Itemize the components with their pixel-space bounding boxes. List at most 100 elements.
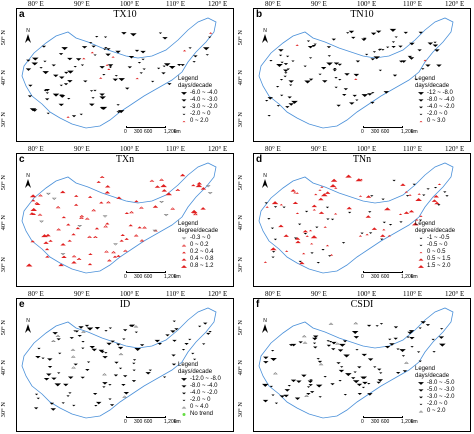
station-marker <box>329 254 334 256</box>
legend-symbol <box>181 406 187 409</box>
station-marker <box>338 79 342 81</box>
station-marker <box>303 65 307 68</box>
station-marker <box>396 348 400 351</box>
station-marker <box>172 339 177 342</box>
station-marker <box>184 342 189 345</box>
legend-symbol <box>418 410 424 413</box>
legend-label: -3.0 ~ -2.0 <box>427 394 455 400</box>
legend-item: -12 ~ -8.0 <box>415 90 455 97</box>
station-marker <box>138 206 144 209</box>
station-marker <box>368 232 373 234</box>
station-marker <box>139 72 143 74</box>
station-marker <box>321 193 328 197</box>
station-marker <box>121 384 126 387</box>
legend-symbol <box>418 265 424 268</box>
scale-label: 300 <box>134 129 143 135</box>
station-marker <box>41 234 48 238</box>
station-marker <box>112 255 118 258</box>
station-marker <box>324 191 331 194</box>
station-marker <box>31 213 37 215</box>
legend-label: -12 ~ -8.0 <box>427 90 453 96</box>
station-marker <box>113 374 119 377</box>
station-marker <box>43 241 49 244</box>
station-marker <box>81 341 85 343</box>
legend-label: 0 ~ 0.2 <box>190 242 209 248</box>
station-marker <box>392 74 398 77</box>
region-boundary <box>21 17 217 129</box>
latitude-tick-label: 30° N <box>237 112 244 128</box>
station-marker <box>301 335 307 338</box>
station-marker <box>398 213 403 216</box>
station-marker <box>382 221 386 224</box>
station-marker <box>291 100 298 104</box>
station-marker <box>102 382 108 385</box>
legend-label: -6.0 ~ -4.0 <box>190 90 218 96</box>
legend-item: 0.5 ~ 1.5 <box>415 256 455 263</box>
legend-item: -6.0 ~ -4.0 <box>178 90 218 97</box>
station-marker <box>52 332 58 335</box>
station-marker <box>141 58 145 61</box>
station-marker <box>402 370 408 373</box>
station-marker <box>57 372 61 374</box>
station-marker <box>159 178 164 181</box>
station-marker <box>294 397 301 401</box>
legend-symbol <box>182 392 186 395</box>
station-marker <box>115 50 121 54</box>
station-marker <box>304 394 309 397</box>
longitude-tick-label: 100° E <box>120 290 140 298</box>
station-marker <box>158 32 163 34</box>
legend-unit: days/decade <box>415 83 450 89</box>
station-marker <box>352 94 357 97</box>
station-marker <box>330 218 335 221</box>
legend-symbol <box>181 385 187 388</box>
station-marker <box>128 55 135 59</box>
station-marker <box>78 326 84 329</box>
station-marker <box>357 366 362 369</box>
station-marker <box>351 36 356 39</box>
station-marker <box>100 106 108 110</box>
longitude-tick-label: 120° E <box>445 145 465 153</box>
station-marker <box>269 59 273 62</box>
station-marker <box>389 343 395 346</box>
station-marker <box>86 361 91 364</box>
station-marker <box>343 354 350 358</box>
latitude-tick-label: 30° N <box>0 112 7 128</box>
station-marker <box>154 185 161 188</box>
station-marker <box>132 369 136 372</box>
station-marker <box>377 379 384 382</box>
station-marker <box>326 218 330 220</box>
longitude-tick-label: 110° E <box>166 145 186 153</box>
map-panel-d: 80° E 90° E 100° E 110° E 120° E 50° N 40° N 30… <box>237 145 472 289</box>
station-marker <box>333 62 340 65</box>
station-marker <box>345 373 352 377</box>
station-marker <box>378 48 383 51</box>
station-marker <box>290 379 297 383</box>
station-marker <box>132 359 137 361</box>
legend-symbol <box>181 92 187 95</box>
legend-item: 0 ~ 0.5 <box>415 249 455 256</box>
station-marker <box>149 179 155 182</box>
station-marker <box>71 366 76 369</box>
station-marker <box>279 395 285 398</box>
station-marker <box>386 46 390 49</box>
station-marker <box>93 54 97 56</box>
map-legend: Legend days/decade -12 ~ -8.0 -8.0 ~ -4.0 -4… <box>415 76 455 125</box>
legend-symbol <box>419 120 423 123</box>
station-marker <box>113 243 118 246</box>
station-marker <box>58 103 65 107</box>
scale-label: 0 <box>124 274 127 280</box>
north-arrow-icon: N <box>24 318 32 335</box>
station-marker <box>403 361 409 364</box>
station-marker <box>88 253 93 256</box>
station-marker <box>425 64 431 67</box>
station-marker <box>280 61 284 64</box>
station-marker <box>90 51 94 54</box>
legend-item: -2.0 ~ 0 <box>415 111 455 118</box>
station-marker <box>361 38 367 41</box>
station-marker <box>391 41 396 43</box>
station-marker <box>271 251 276 253</box>
station-marker <box>208 331 212 333</box>
station-marker <box>60 253 66 256</box>
station-marker <box>306 40 311 42</box>
station-marker <box>137 62 142 64</box>
